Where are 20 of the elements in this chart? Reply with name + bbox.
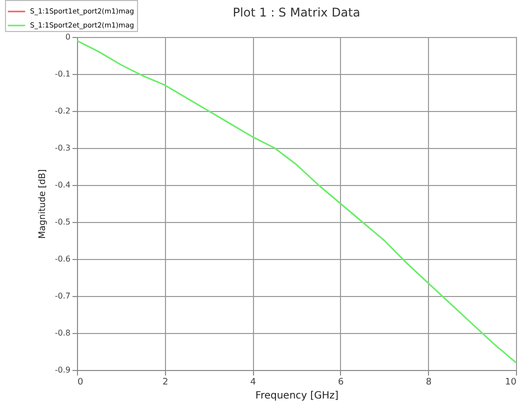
line-series xyxy=(76,40,517,364)
y-tick-label: -0.3 xyxy=(54,144,70,152)
y-tick-label: -0.5 xyxy=(54,218,70,226)
x-tick-label: 2 xyxy=(162,378,168,388)
x-tick-label: 6 xyxy=(338,378,344,388)
x-tick-label: 4 xyxy=(250,378,256,388)
x-tick-label: 0 xyxy=(78,378,84,388)
y-tick-label: -0.4 xyxy=(54,180,70,190)
y-tick-label: -0.6 xyxy=(54,254,70,264)
y-tick-label: -0.8 xyxy=(54,328,70,338)
x-axis-title: Frequency [GHz] xyxy=(255,390,339,402)
chart-title: Plot 1 : S Matrix Data xyxy=(232,6,360,20)
y-tick-label: -0.1 xyxy=(54,70,70,78)
y-tick-label: 0 xyxy=(65,32,70,42)
y-axis-title: Magnitude [dB] xyxy=(38,169,48,239)
y-tick-label: -0.7 xyxy=(54,292,70,300)
x-tick-label: 10 xyxy=(505,378,517,388)
y-tick-label: -0.9 xyxy=(54,366,70,374)
x-tick-label: 8 xyxy=(426,378,432,388)
y-tick-label: -0.2 xyxy=(54,106,70,116)
